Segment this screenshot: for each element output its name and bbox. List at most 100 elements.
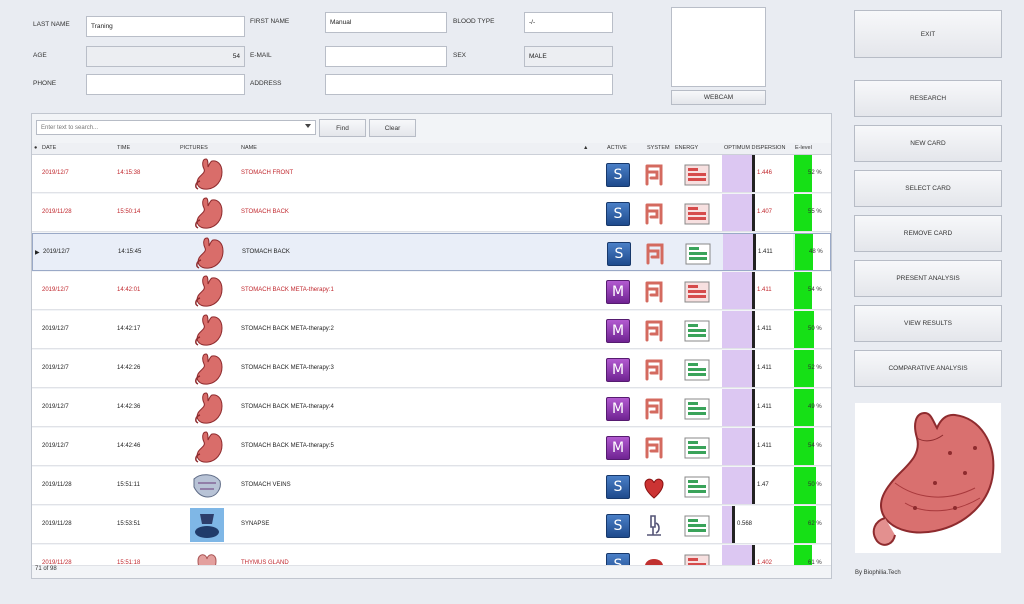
remove-card-button[interactable]: REMOVE CARD [854,215,1002,252]
blood-type-field[interactable]: -/- [524,12,613,33]
energy-chart-icon[interactable] [684,281,710,303]
gland-icon [643,552,665,565]
dispersion-value: 0.568 [737,521,753,527]
col-energy[interactable]: ENERGY [675,145,699,151]
energy-chart-icon[interactable] [684,515,710,537]
optimum-dispersion-cell: 1.402 [722,545,792,566]
chevron-down-icon[interactable] [305,124,311,128]
active-mode-badge[interactable]: S [606,163,630,187]
active-mode-badge[interactable]: S [606,553,630,565]
e-level-cell: 62 % [794,506,830,543]
e-level-value: 52 % [808,170,822,176]
col-pictures[interactable]: PICTURES [180,145,208,151]
phone-field[interactable] [86,74,245,95]
table-row[interactable]: 2019/11/28 15:50:14 STOMACH BACK S 1.407 55 % [32,194,831,232]
energy-chart-icon[interactable] [684,398,710,420]
dispersion-value: 1.411 [758,249,773,255]
energy-chart-icon[interactable] [684,164,710,186]
research-button[interactable]: RESEARCH [854,80,1002,117]
new-card-button[interactable]: NEW CARD [854,125,1002,162]
intestine-icon [644,241,666,267]
table-row[interactable]: 2019/12/7 14:42:17 STOMACH BACK META-thera… [32,311,831,349]
stomach-thumbnail-icon [190,196,224,230]
present-analysis-button[interactable]: PRESENT ANALYSIS [854,260,1002,297]
active-mode-badge[interactable]: M [606,358,630,382]
sex-field[interactable]: MALE [524,46,613,67]
active-mode-badge[interactable]: S [606,202,630,226]
first-name-label: FIRST NAME [250,18,290,25]
row-date: 2019/12/7 [42,443,69,449]
active-mode-badge[interactable]: S [606,514,630,538]
age-field: 54 [86,46,245,67]
find-button[interactable]: Find [319,119,366,137]
intestine-icon [643,318,665,344]
table-row[interactable]: 2019/12/7 14:42:01 STOMACH BACK META-thera… [32,272,831,310]
search-input[interactable]: Enter text to search... [36,120,316,135]
last-name-label: LAST NAME [33,21,70,28]
e-level-value: 49 % [808,404,822,410]
dispersion-value: 1.411 [757,287,772,293]
view-results-button[interactable]: VIEW RESULTS [854,305,1002,342]
table-row[interactable]: 2019/12/7 14:42:36 STOMACH BACK META-thera… [32,389,831,427]
sort-up-icon[interactable]: ▲ [583,145,589,151]
stomach-thumbnail-icon [190,157,224,191]
optimum-dispersion-cell: 1.411 [722,389,792,426]
table-row[interactable]: 2019/11/28 15:51:11 STOMACH VEINS S 1.47 50 % [32,467,831,505]
energy-chart-icon[interactable] [684,437,710,459]
e-level-cell: 50 % [794,311,830,348]
col-system[interactable]: SYSTEM [647,145,670,151]
energy-chart-icon[interactable] [684,320,710,342]
table-row[interactable]: 2019/12/7 14:42:26 STOMACH BACK META-thera… [32,350,831,388]
active-mode-badge[interactable]: M [606,319,630,343]
clear-button[interactable]: Clear [369,119,416,137]
row-time: 14:42:17 [117,326,141,332]
first-name-field[interactable]: Manual [325,12,447,33]
table-row[interactable]: 2019/12/7 14:42:46 STOMACH BACK META-thera… [32,428,831,466]
col-time[interactable]: TIME [117,145,131,151]
row-name: SYNAPSE [241,521,270,527]
energy-chart-icon[interactable] [684,554,710,565]
microscope-icon [643,513,665,539]
active-mode-badge[interactable]: S [607,242,631,266]
active-mode-badge[interactable]: M [606,436,630,460]
optimum-dispersion-cell: 1.407 [722,194,792,231]
intestine-icon [643,279,665,305]
exit-button[interactable]: EXIT [854,10,1002,58]
active-mode-badge[interactable]: M [606,280,630,304]
intestine-icon [643,201,665,227]
row-name: STOMACH BACK META-therapy:2 [241,326,334,332]
energy-chart-icon[interactable] [684,476,710,498]
active-mode-badge[interactable]: M [606,397,630,421]
col-active[interactable]: ACTIVE [607,145,627,151]
table-row[interactable]: 2019/12/7 14:15:38 STOMACH FRONT S 1.446 52 % [32,155,831,193]
row-name: STOMACH BACK META-therapy:1 [241,287,334,293]
row-name: THYMUS GLAND [241,560,289,566]
optimum-dispersion-cell: 1.47 [722,467,792,504]
e-level-cell: 49 % [794,389,830,426]
address-field[interactable] [325,74,613,95]
table-row[interactable]: 2019/11/28 15:53:51 SYNAPSE S 0.568 62 % [32,506,831,544]
col-optimum-dispersion[interactable]: OPTIMUM DISPERSION [724,145,786,151]
table-row[interactable]: ▶ 2019/12/7 14:15:45 STOMACH BACK S 1.411 48 % [32,233,831,271]
row-date: 2019/11/28 [42,209,72,215]
col-name[interactable]: NAME [241,145,257,151]
select-card-button[interactable]: SELECT CARD [854,170,1002,207]
comparative-analysis-button[interactable]: COMPARATIVE ANALYSIS [854,350,1002,387]
col-date[interactable]: DATE [42,145,57,151]
table-row[interactable]: 2019/11/28 15:51:18 THYMUS GLAND S 1.402 61 % [32,545,831,566]
email-field[interactable] [325,46,447,67]
active-mode-badge[interactable]: S [606,475,630,499]
dispersion-value: 1.411 [757,404,772,410]
energy-chart-icon[interactable] [685,243,711,265]
energy-chart-icon[interactable] [684,203,710,225]
energy-chart-icon[interactable] [684,359,710,381]
sex-label: SEX [453,52,467,59]
col-e-level[interactable]: E-level [795,145,812,151]
stomach-thumbnail-icon [191,236,225,270]
last-name-field[interactable]: Traning [86,16,245,37]
dispersion-value: 1.402 [757,560,773,566]
row-name: STOMACH BACK [242,249,290,255]
intestine-icon [643,357,665,383]
webcam-button[interactable]: WEBCAM [671,90,766,105]
optimum-dispersion-cell: 1.411 [722,311,792,348]
